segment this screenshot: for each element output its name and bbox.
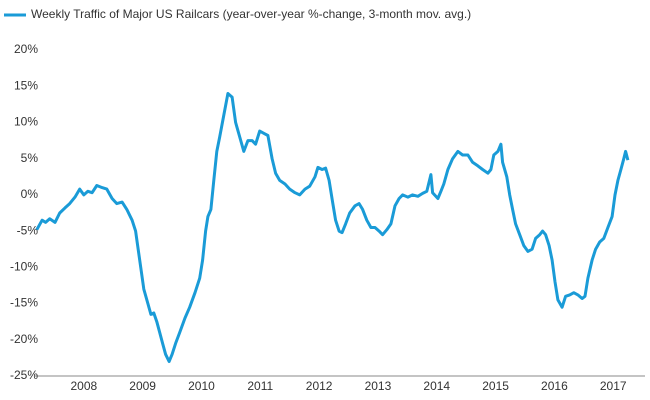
y-tick-label: 0% xyxy=(21,187,39,201)
x-tick-label: 2016 xyxy=(541,379,568,393)
x-tick-label: 2014 xyxy=(423,379,450,393)
y-tick-label: -20% xyxy=(10,332,38,346)
y-tick-label: 10% xyxy=(14,115,38,129)
x-tick-label: 2017 xyxy=(600,379,627,393)
y-tick-label: -15% xyxy=(10,296,38,310)
x-tick-label: 2010 xyxy=(188,379,215,393)
x-tick-label: 2008 xyxy=(70,379,97,393)
y-tick-label: -5% xyxy=(17,223,39,237)
y-tick-label: 15% xyxy=(14,78,38,92)
x-tick-label: 2011 xyxy=(247,379,273,393)
x-tick-label: 2013 xyxy=(365,379,392,393)
y-tick-label: -25% xyxy=(10,368,38,382)
data-line xyxy=(35,92,630,363)
y-tick-label: 20% xyxy=(14,42,38,56)
y-tick-label: -10% xyxy=(10,260,38,274)
x-tick-label: 2012 xyxy=(306,379,333,393)
x-tick-label: 2015 xyxy=(482,379,509,393)
legend-label: Weekly Traffic of Major US Railcars (yea… xyxy=(31,7,471,21)
y-tick-label: 5% xyxy=(21,151,39,165)
x-tick-label: 2009 xyxy=(129,379,156,393)
